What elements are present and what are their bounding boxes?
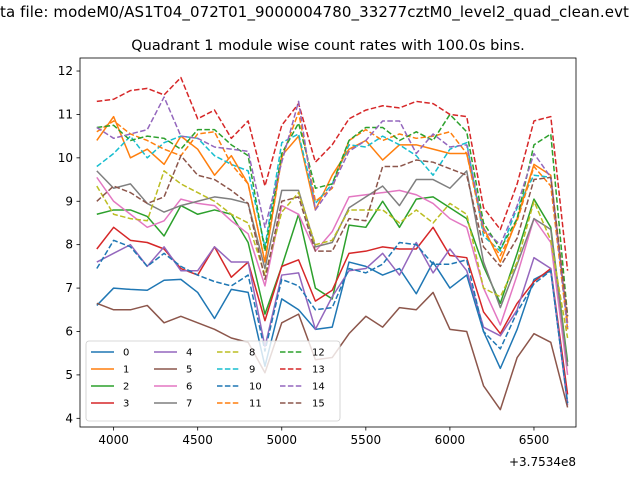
plot-title: Quadrant 1 module wise count rates with … — [131, 38, 525, 54]
series-line-7 — [96, 170, 569, 367]
axes-frame — [79, 57, 577, 428]
legend-label-2: 2 — [123, 382, 129, 393]
legend-label-15: 15 — [312, 399, 325, 410]
legend-label-6: 6 — [186, 382, 192, 393]
x-tick-label: 5500 — [351, 433, 382, 447]
x-tick-label: 6000 — [435, 433, 466, 447]
series-line-10 — [96, 239, 569, 404]
x-tick-label: 6500 — [519, 433, 550, 447]
legend-label-12: 12 — [312, 348, 325, 359]
y-tick-label: 7 — [65, 281, 73, 295]
series-line-1 — [96, 115, 569, 323]
series-line-15 — [96, 154, 569, 317]
legend-label-0: 0 — [123, 348, 129, 359]
y-tick-label: 10 — [58, 151, 73, 165]
y-tick-label: 4 — [65, 411, 73, 425]
legend-label-5: 5 — [186, 365, 192, 376]
series-line-13 — [96, 76, 569, 271]
series-line-8 — [96, 170, 569, 339]
legend-label-4: 4 — [186, 348, 192, 359]
y-tick-label: 9 — [65, 194, 73, 208]
legend-label-11: 11 — [249, 399, 262, 410]
y-tick-label: 12 — [58, 64, 73, 78]
legend-frame — [85, 340, 341, 422]
legend-label-8: 8 — [249, 348, 255, 359]
series-line-6 — [96, 176, 569, 376]
legend-label-14: 14 — [312, 382, 325, 393]
y-tick-label: 5 — [65, 368, 73, 382]
legend-label-1: 1 — [123, 365, 129, 376]
legend-label-10: 10 — [249, 382, 262, 393]
series-line-11 — [96, 111, 569, 330]
series-line-0 — [96, 261, 569, 404]
x-offset-label: +3.7534e8 — [509, 455, 576, 469]
x-tick-label: 4000 — [98, 433, 129, 447]
y-tick-label: 6 — [65, 324, 73, 338]
x-tick-label: 4500 — [182, 433, 213, 447]
legend-label-13: 13 — [312, 365, 325, 376]
x-tick-label: 5000 — [266, 433, 297, 447]
legend-label-3: 3 — [123, 399, 129, 410]
legend-label-9: 9 — [249, 365, 255, 376]
y-tick-label: 11 — [58, 107, 73, 121]
series-line-14 — [96, 96, 569, 328]
figure-title: ta file: modeM0/AS1T04_072T01_9000004780… — [0, 3, 630, 21]
series-line-12 — [96, 113, 569, 317]
legend-label-7: 7 — [186, 399, 192, 410]
y-tick-label: 8 — [65, 238, 73, 252]
